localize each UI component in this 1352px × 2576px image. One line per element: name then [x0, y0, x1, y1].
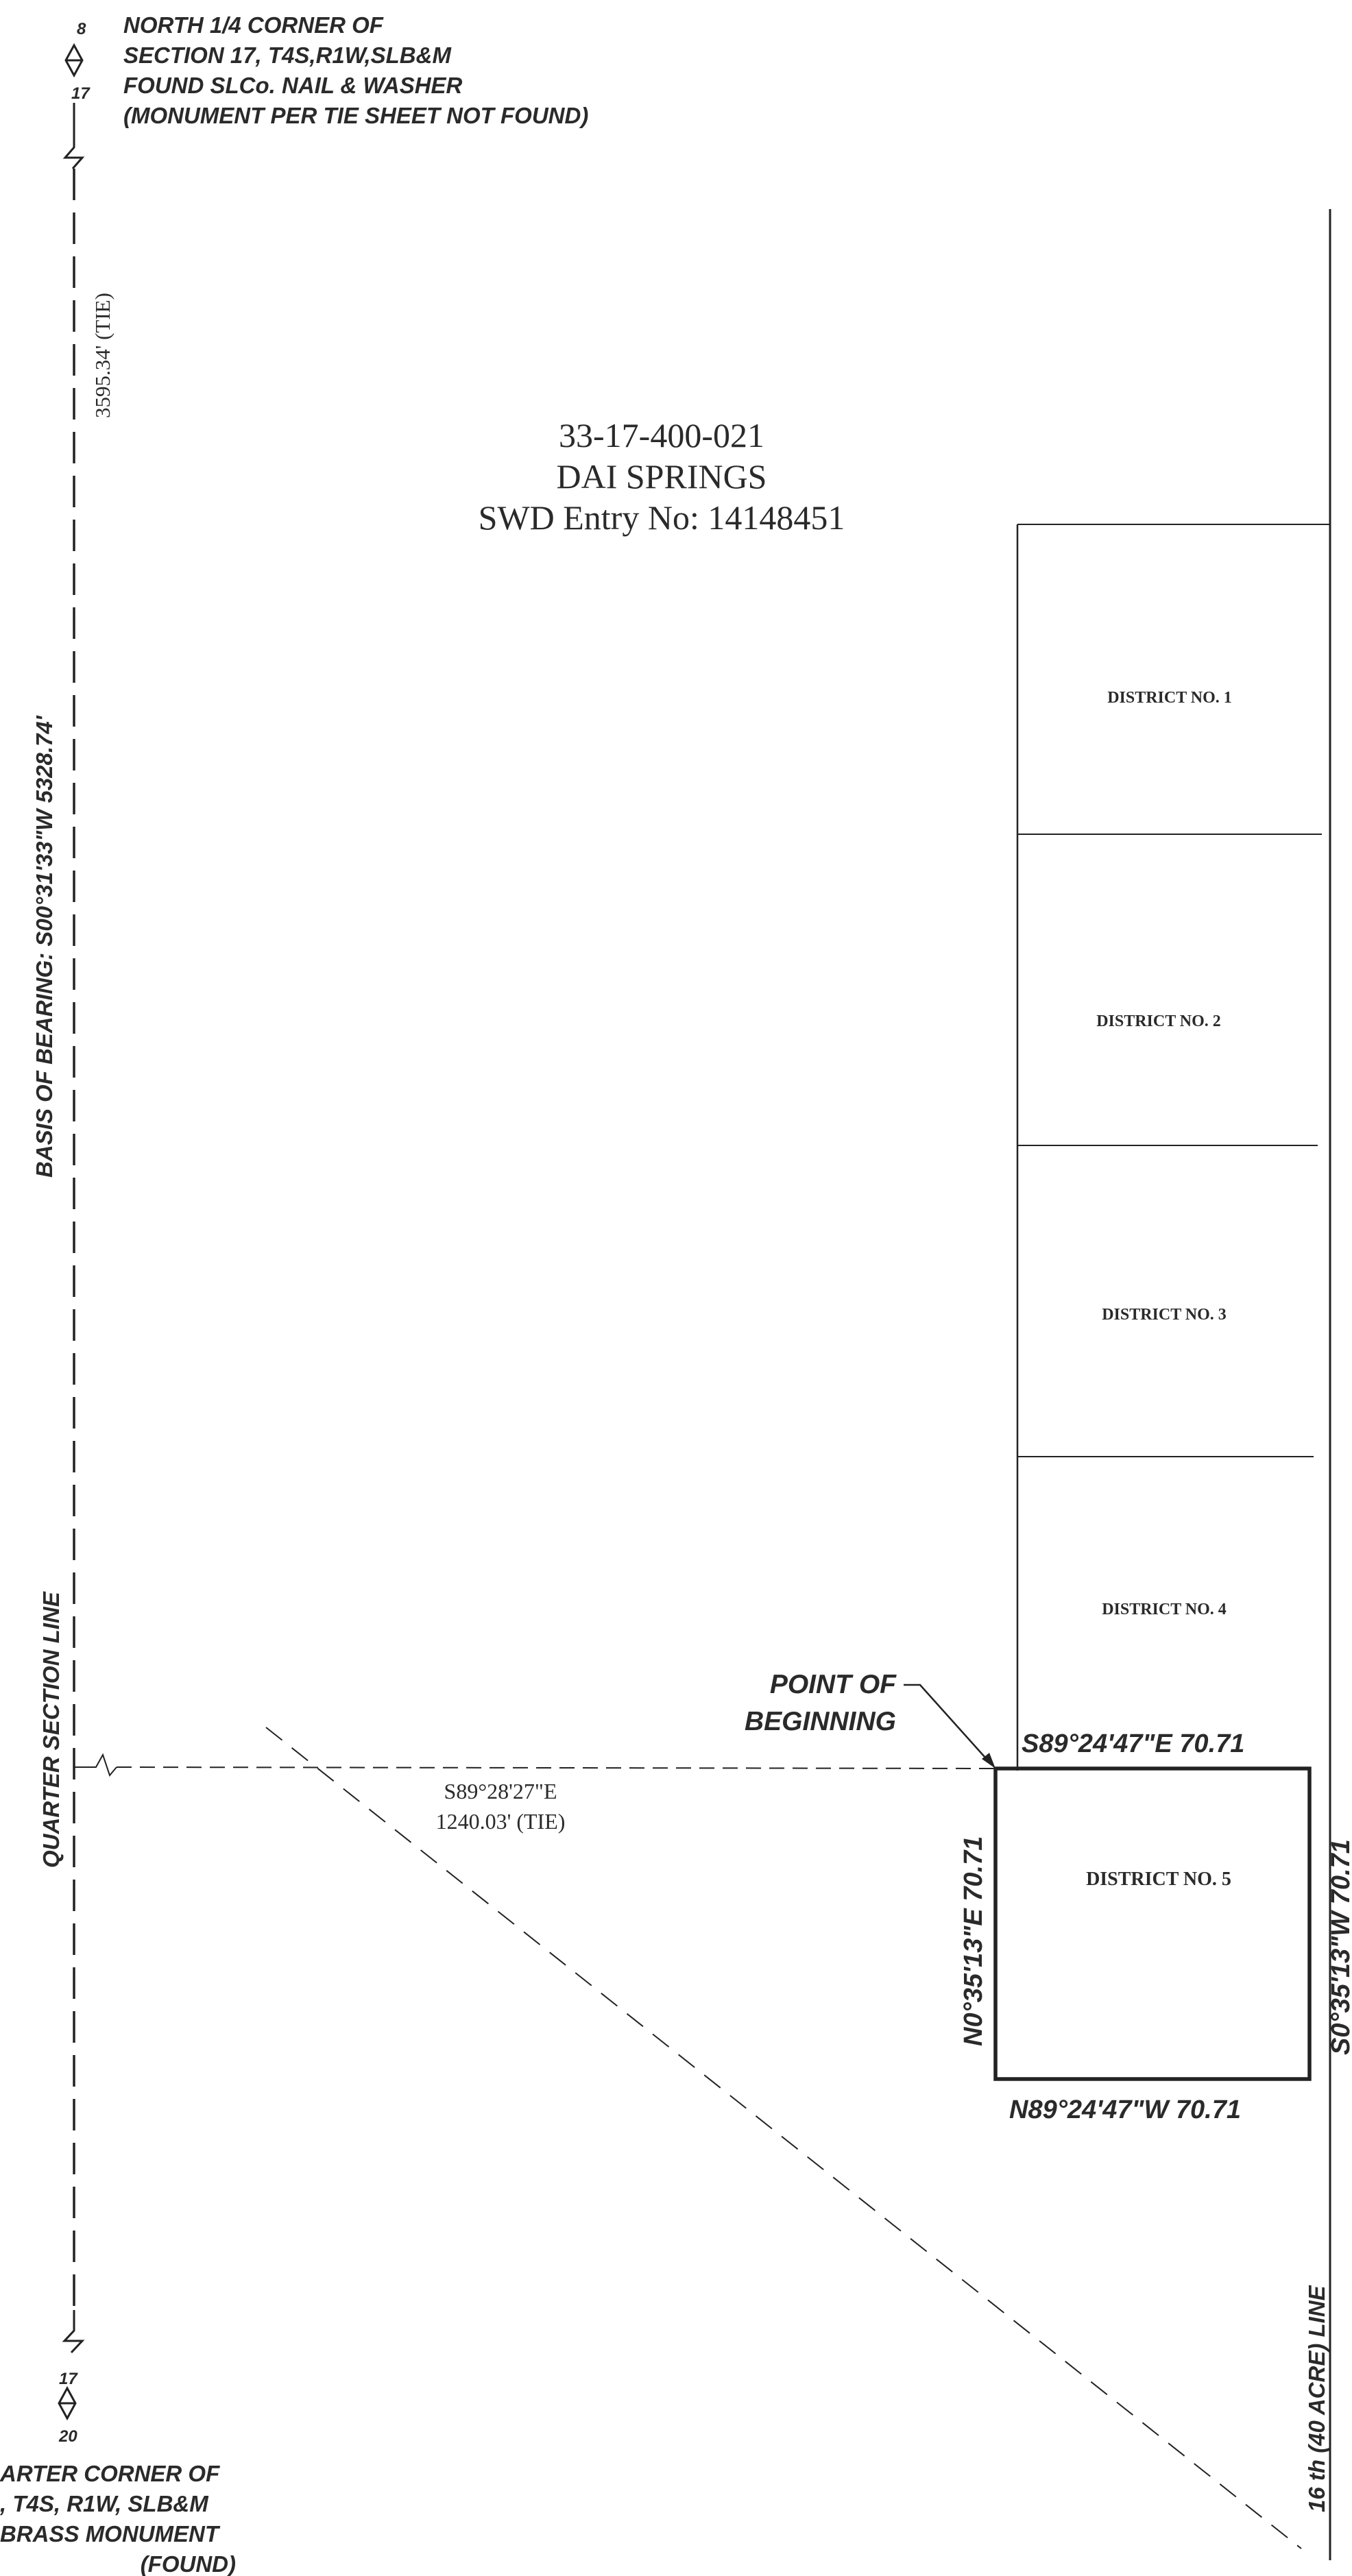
west-section-line [62, 103, 85, 2354]
south-corner-line-1: ARTER CORNER OF [0, 2461, 220, 2486]
diagonal-reference-line [265, 1727, 1302, 2549]
district-4-label: DISTRICT NO. 4 [1102, 1601, 1227, 1618]
south-corner-sec-bottom: 20 [58, 2427, 77, 2446]
boundary-south-call: N89°24'47"W 70.71 [1009, 2095, 1241, 2124]
north-corner-line-2: SECTION 17, T4S,R1W,SLB&M [123, 42, 452, 68]
pob-label-line-1: POINT OF [770, 1670, 897, 1699]
south-corner-monument-icon: 17 20 [58, 2370, 78, 2446]
district-grid [1016, 524, 1330, 1771]
district-5-boundary [993, 1766, 1312, 2081]
pob-label-line-2: BEGINNING [745, 1707, 896, 1736]
tie-north-label: 3595.34' (TIE) [90, 293, 114, 418]
district-5-label: DISTRICT NO. 5 [1086, 1869, 1231, 1890]
boundary-west-call: N0°35'13"E 70.71 [959, 1836, 988, 2046]
district-1-label: DISTRICT NO. 1 [1107, 689, 1232, 707]
parcel-entry-number: SWD Entry No: 14148451 [479, 498, 845, 537]
south-corner-line-4: (FOUND) [141, 2551, 236, 2576]
north-corner-line-4: (MONUMENT PER TIE SHEET NOT FOUND) [123, 103, 588, 128]
north-corner-label: NORTH 1/4 CORNER OF SECTION 17, T4S,R1W,… [123, 12, 588, 128]
tie-east-break [74, 1753, 117, 1777]
sixteenth-line-label: 16 th (40 ACRE) LINE [1304, 2285, 1329, 2512]
south-corner-line-3: BRASS MONUMENT [0, 2521, 221, 2547]
pob-leader-arrow [904, 1684, 992, 1765]
north-corner-sec-bottom: 17 [71, 84, 90, 103]
north-corner-monument-icon: 8 17 [64, 20, 90, 103]
tie-east-distance: 1240.03' (TIE) [436, 1809, 566, 1834]
north-corner-line-3: FOUND SLCo. NAIL & WASHER [123, 73, 463, 98]
north-corner-line-1: NORTH 1/4 CORNER OF [123, 12, 384, 38]
boundary-east-call: S0°35'13"W 70.71 [1327, 1839, 1352, 2055]
tie-east-bearing: S89°28'27"E [444, 1779, 557, 1803]
tie-east-line [116, 1766, 996, 1769]
quarter-section-line-label: QUARTER SECTION LINE [38, 1591, 64, 1868]
parcel-number: 33-17-400-021 [559, 416, 764, 454]
south-corner-label: ARTER CORNER OF , T4S, R1W, SLB&M BRASS … [0, 2461, 236, 2576]
south-corner-sec-top: 17 [59, 2370, 78, 2388]
north-corner-sec-top: 8 [77, 20, 86, 38]
parcel-label: 33-17-400-021 DAI SPRINGS SWD Entry No: … [479, 416, 845, 537]
district-2-label: DISTRICT NO. 2 [1096, 1012, 1221, 1030]
south-corner-line-2: , T4S, R1W, SLB&M [0, 2491, 209, 2516]
pob-arrowhead-icon [982, 1753, 995, 1769]
district-3-label: DISTRICT NO. 3 [1102, 1306, 1227, 1324]
boundary-north-call: S89°24'47"E 70.71 [1022, 1729, 1244, 1758]
basis-of-bearing-label: BASIS OF BEARING: S00°31'33"W 5328.74' [32, 715, 57, 1178]
parcel-name: DAI SPRINGS [556, 457, 766, 496]
